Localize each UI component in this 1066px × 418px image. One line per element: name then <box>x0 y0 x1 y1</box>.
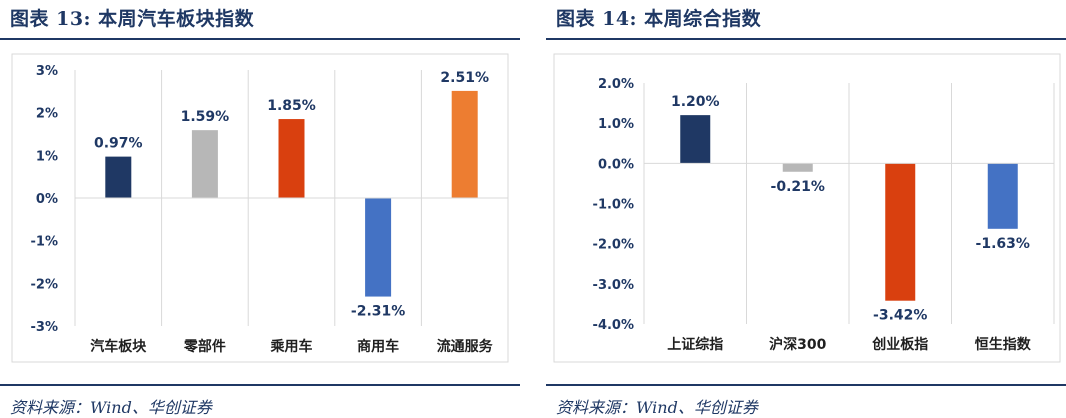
y-tick-label: -2% <box>31 277 58 292</box>
chart-frame <box>553 53 1061 363</box>
y-tick-label: -2.0% <box>593 238 634 253</box>
data-label: 0.97% <box>94 136 143 152</box>
bar-chart-auto-sector: 3% 2% 1% 0% -1% -2% -3% 0.97% 汽车板块 1.59% 零部件 1.85% 乘… <box>11 53 509 363</box>
category-label: 汽车板块 <box>90 338 147 355</box>
y-tick-label: -1% <box>31 235 58 250</box>
y-tick-label: 1.0% <box>598 117 634 132</box>
data-label: 1.20% <box>671 94 720 110</box>
figure-14: 图表 14: 本周综合指数 2.0% 1.0% 0.0% -1.0% -2.0% -3.0… <box>546 0 1066 418</box>
bar <box>105 156 132 198</box>
data-label: -1.63% <box>976 236 1030 252</box>
figure-13: 图表 13: 本周汽车板块指数 3% 2% 1% 0% -1% -2% -3% 0.97% 汽车… <box>0 0 520 418</box>
bar <box>365 198 392 297</box>
y-tick-label: 2% <box>36 107 58 122</box>
y-tick-label: 1% <box>36 149 58 164</box>
y-tick-label: 3% <box>36 64 58 79</box>
y-tick-label: 0% <box>36 192 58 207</box>
y-tick-label: -3% <box>31 320 58 335</box>
bar <box>987 163 1018 229</box>
title-rule <box>546 38 1066 40</box>
y-tick-label: 2.0% <box>598 77 634 92</box>
category-label: 乘用车 <box>270 338 313 355</box>
y-tick-label: 0.0% <box>598 157 634 172</box>
data-label: -2.31% <box>351 304 405 320</box>
bar <box>451 90 478 198</box>
category-label: 商用车 <box>357 338 399 355</box>
bar-chart-composite-index: 2.0% 1.0% 0.0% -1.0% -2.0% -3.0% -4.0% 1.20% 上证综… <box>553 53 1061 363</box>
category-label: 恒生指数 <box>975 336 1032 353</box>
figure-title: 图表 14: 本周综合指数 <box>556 8 762 30</box>
figure-title: 图表 13: 本周汽车板块指数 <box>10 8 255 30</box>
bar <box>191 130 218 198</box>
footer-rule <box>0 384 520 386</box>
bar <box>680 115 711 164</box>
y-tick-label: -3.0% <box>593 278 634 293</box>
data-label: 2.51% <box>440 70 489 86</box>
bar <box>885 163 916 301</box>
bar <box>278 119 305 198</box>
source-note: 资料来源：Wind、华创证券 <box>556 398 758 417</box>
category-label: 沪深300 <box>769 336 826 353</box>
data-label: 1.85% <box>267 98 316 114</box>
footer-rule <box>546 384 1066 386</box>
category-label: 零部件 <box>183 338 226 355</box>
category-label: 流通服务 <box>437 338 494 355</box>
category-label: 上证综指 <box>667 336 723 353</box>
y-tick-label: -1.0% <box>593 198 634 213</box>
data-label: -0.21% <box>771 179 825 195</box>
category-label: 创业板指 <box>871 336 928 353</box>
data-label: 1.59% <box>181 109 230 125</box>
source-note: 资料来源：Wind、华创证券 <box>10 398 212 417</box>
bar <box>782 163 813 172</box>
y-tick-label: -4.0% <box>593 318 634 333</box>
data-label: -3.42% <box>873 308 927 324</box>
title-rule <box>0 38 520 40</box>
chart-frame <box>11 53 509 363</box>
